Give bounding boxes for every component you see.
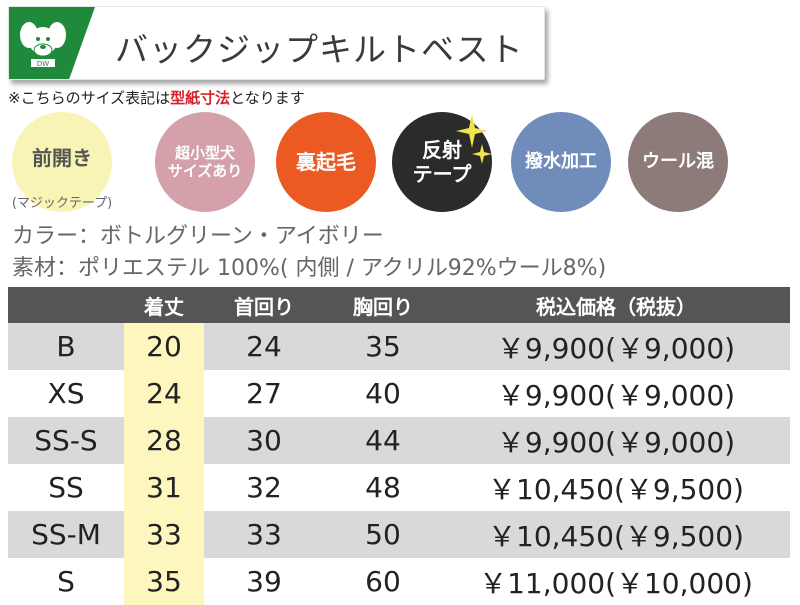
- cell-chest: 40: [365, 377, 401, 410]
- cell-price: ￥9,900(￥9,000): [496, 378, 736, 412]
- note-suffix: となります: [230, 89, 305, 107]
- header-neck: 首回り: [204, 287, 324, 323]
- cell-length: 24: [124, 370, 204, 417]
- table-header-row: 着丈 首回り 胸回り 税込価格（税抜）: [8, 287, 790, 323]
- cell-length: 33: [124, 511, 204, 558]
- size-note: ※こちらのサイズ表記は型紙寸法となります: [8, 87, 305, 108]
- cell-length: 31: [124, 464, 204, 511]
- cell-price: ￥11,000(￥10,000): [479, 566, 753, 600]
- cell-size: SS-S: [8, 417, 124, 464]
- table-row: SS 31 32 48 ￥10,450(￥9,500): [8, 464, 790, 511]
- dog-logo-icon: DW: [20, 22, 66, 68]
- cell-neck: 24: [204, 323, 324, 370]
- color-info: カラー：ボトルグリーン・アイボリー: [12, 224, 384, 249]
- badge-water-repellent: 撥水加工: [511, 112, 611, 212]
- header-length: 着丈: [124, 287, 204, 323]
- badge-fleece: 裏起毛: [276, 112, 376, 212]
- table-row: SS-M 33 33 50 ￥10,450(￥9,500): [8, 511, 790, 558]
- table-row: B 20 24 35 ￥9,900(￥9,000): [8, 323, 790, 370]
- cell-length: 28: [124, 417, 204, 464]
- table-row: S 35 39 60 ￥11,000(￥10,000): [8, 558, 790, 605]
- cell-neck: 27: [246, 377, 282, 410]
- note-prefix: ※こちらのサイズ表記は: [8, 89, 171, 107]
- badge-reflective-line1: 反射: [422, 138, 462, 162]
- cell-length: 20: [124, 323, 204, 370]
- note-highlight: 型紙寸法: [170, 89, 231, 107]
- badge-xsmall-dog-line1: 超小型犬: [174, 144, 235, 162]
- brand-logo: DW: [9, 7, 95, 79]
- badge-xsmall-dog: 超小型犬 サイズあり: [155, 112, 255, 212]
- badge-reflective-line2: テープ: [412, 162, 472, 186]
- sparkle-icon: [456, 114, 492, 164]
- cell-neck: 33: [204, 511, 324, 558]
- badge-wool-blend: ウール混: [628, 112, 728, 212]
- table-row: SS-S 28 30 44 ￥9,900(￥9,000): [8, 417, 790, 464]
- cell-size: XS: [47, 377, 85, 410]
- badge-front-opening-label: 前開き: [32, 146, 92, 170]
- cell-price: ￥10,450(￥9,500): [442, 511, 790, 558]
- cell-chest: 48: [365, 471, 401, 504]
- material-info: 素材：ポリエステル 100%( 内側 / アクリル92%ウール8%): [12, 256, 607, 281]
- cell-price: ￥9,900(￥9,000): [442, 417, 790, 464]
- badge-fleece-label: 裏起毛: [296, 150, 356, 174]
- header-price: 税込価格（税抜）: [442, 287, 790, 323]
- badge-front-opening-sub: (マジックテープ): [11, 196, 113, 211]
- header-size: [8, 287, 124, 323]
- cell-size: SS-M: [8, 511, 124, 558]
- cell-size: SS: [48, 471, 84, 504]
- cell-neck: 32: [246, 471, 282, 504]
- title-bar: DW バックジップキルトベスト: [8, 6, 545, 80]
- table-row: XS 24 27 40 ￥9,900(￥9,000): [8, 370, 790, 417]
- badge-wool-blend-label: ウール混: [642, 151, 714, 173]
- size-table: 着丈 首回り 胸回り 税込価格（税抜） B 20 24 35 ￥9,900(￥9…: [8, 287, 790, 605]
- cell-neck: 39: [246, 565, 282, 598]
- cell-price: ￥9,900(￥9,000): [442, 323, 790, 370]
- cell-chest: 60: [365, 565, 401, 598]
- cell-size: S: [57, 565, 75, 598]
- svg-text:DW: DW: [37, 60, 49, 68]
- cell-size: B: [8, 323, 124, 370]
- cell-chest: 44: [324, 417, 442, 464]
- badge-water-repellent-label: 撥水加工: [525, 151, 597, 173]
- cell-price: ￥10,450(￥9,500): [488, 472, 744, 506]
- cell-chest: 50: [324, 511, 442, 558]
- badge-reflective: 反射 テープ: [392, 112, 492, 212]
- badge-front-opening: 前開き (マジックテープ): [12, 112, 112, 212]
- cell-chest: 35: [324, 323, 442, 370]
- cell-length: 35: [124, 558, 204, 605]
- cell-neck: 30: [204, 417, 324, 464]
- badge-xsmall-dog-line2: サイズあり: [167, 162, 243, 180]
- page-title: バックジップキルトベスト: [115, 30, 524, 69]
- header-chest: 胸回り: [324, 287, 442, 323]
